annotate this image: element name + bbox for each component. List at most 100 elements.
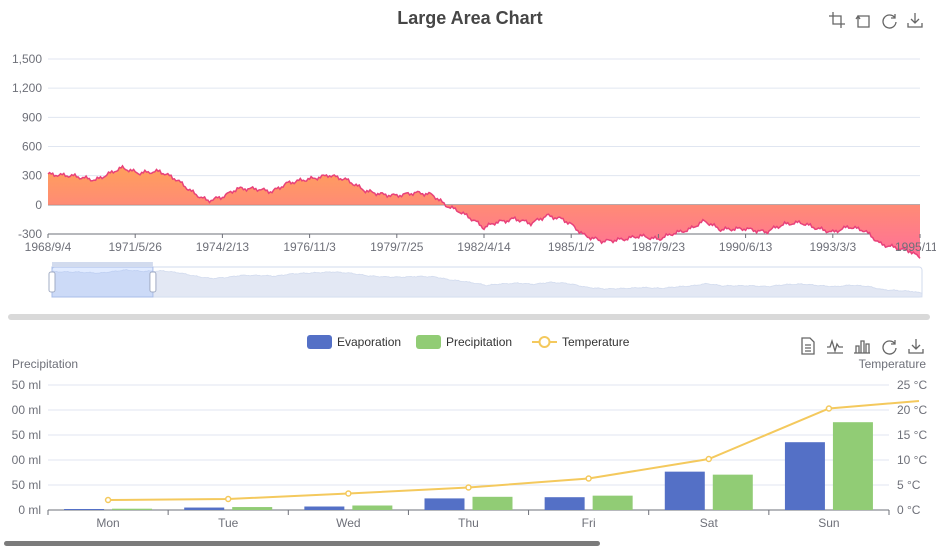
y-right-tick-label: 10 °C [897, 453, 927, 467]
top-y-axis: 1,500 1,200 900 600 300 0 -300 [12, 52, 42, 241]
x-tick-label: 1993/3/3 [809, 240, 856, 254]
y-left-tick-label: 00 ml [12, 403, 41, 417]
x-tick-label: 1971/5/26 [109, 240, 163, 254]
zoom-area-icon[interactable] [829, 12, 845, 28]
y-right-axis: 25 °C 20 °C 15 °C 10 °C 5 °C 0 °C [897, 378, 927, 517]
legend-swatch [416, 335, 441, 349]
bar-type-icon[interactable] [854, 340, 870, 354]
data-view-icon[interactable] [801, 337, 815, 355]
y-right-tick-label: 5 °C [897, 478, 921, 492]
bottom-toolbox [801, 337, 924, 355]
line-type-icon[interactable] [827, 338, 843, 354]
precipitation-bar [232, 507, 273, 510]
x-tick-label: 1976/11/3 [283, 240, 336, 254]
zoom-handle-left[interactable] [48, 271, 56, 293]
legend-label: Temperature [562, 335, 630, 349]
evaporation-bar [64, 509, 105, 510]
y-left-tick-label: 50 ml [12, 478, 41, 492]
top-x-axis: 1968/9/4 1971/5/26 1974/2/13 1976/11/3 1979/… [25, 234, 936, 254]
y-tick-label: 300 [22, 169, 42, 183]
temperature-point [345, 490, 352, 497]
precipitation-bar [352, 505, 393, 510]
area-fill [48, 165, 920, 259]
restore-icon[interactable] [882, 14, 897, 29]
x-category-label: Tue [218, 516, 239, 530]
y-right-axis-label: Temperature [859, 357, 927, 371]
evaporation-bar [784, 442, 825, 510]
x-category-label: Sun [818, 516, 839, 530]
x-category-label: Sat [700, 516, 719, 530]
x-tick-label: 1968/9/4 [25, 240, 72, 254]
precipitation-bar [832, 422, 873, 510]
y-left-axis: 50 ml 00 ml 50 ml 00 ml 50 ml 0 ml [12, 378, 41, 517]
x-tick-label: 1995/11/ [895, 240, 936, 254]
temperature-point [705, 455, 713, 463]
y-tick-label: 1,500 [12, 52, 42, 66]
y-right-tick-label: 0 °C [897, 503, 921, 517]
legend-label: Precipitation [446, 335, 512, 349]
x-tick-label: 1985/1/2 [548, 240, 595, 254]
zoom-move-handle[interactable] [52, 262, 153, 267]
y-right-tick-label: 15 °C [897, 428, 927, 442]
evaporation-bar [304, 506, 345, 510]
x-category-label: Mon [96, 516, 119, 530]
legend-item-precipitation[interactable]: Precipitation [416, 335, 512, 349]
temperature-point [465, 484, 472, 491]
y-left-tick-label: 50 ml [12, 428, 41, 442]
legend-swatch [307, 335, 332, 349]
y-right-tick-label: 20 °C [897, 403, 927, 417]
zoom-reset-icon[interactable] [855, 14, 870, 28]
large-area-chart: Large Area Chart 1,500 1,200 900 600 300 0 -30… [12, 8, 936, 298]
bar-series [64, 422, 873, 510]
y-left-tick-label: 0 ml [18, 503, 41, 517]
x-category-label: Wed [336, 516, 360, 530]
legend-item-temperature[interactable]: Temperature [532, 335, 630, 349]
y-left-tick-label: 50 ml [12, 378, 41, 392]
temperature-point [224, 495, 232, 503]
y-tick-label: -300 [18, 227, 42, 241]
precipitation-bar [472, 496, 513, 510]
evaporation-bar [184, 507, 225, 510]
bottom-grid [48, 384, 889, 511]
x-tick-label: 1974/2/13 [196, 240, 250, 254]
temperature-line [104, 400, 920, 504]
y-tick-label: 1,200 [12, 81, 42, 95]
y-tick-label: 600 [22, 140, 42, 154]
precipitation-bar [592, 495, 633, 510]
temperature-point [585, 475, 592, 482]
legend-item-evaporation[interactable]: Evaporation [307, 335, 401, 349]
area-series [47, 164, 921, 259]
precipitation-bar [112, 508, 153, 510]
x-tick-label: 1982/4/14 [457, 240, 511, 254]
temperature-point [825, 405, 833, 412]
restore-icon[interactable] [882, 340, 897, 355]
weather-mixed-chart: Evaporation Precipitation Temperature Prec… [12, 335, 927, 530]
y-left-tick-label: 00 ml [12, 453, 41, 467]
download-icon[interactable] [907, 13, 923, 28]
temperature-point [104, 496, 112, 504]
y-left-axis-label: Precipitation [12, 357, 78, 371]
evaporation-bar [664, 471, 705, 510]
legend: Evaporation Precipitation Temperature [307, 335, 630, 349]
top-toolbox [829, 12, 923, 29]
x-category-label: Thu [458, 516, 479, 530]
chart-title: Large Area Chart [397, 8, 542, 28]
download-icon[interactable] [908, 339, 924, 354]
y-tick-label: 900 [22, 110, 42, 124]
bottom-x-axis: Mon Tue Wed Thu Fri Sat Sun [47, 510, 890, 530]
legend-swatch-marker [538, 336, 551, 348]
y-right-tick-label: 25 °C [897, 378, 927, 392]
x-tick-label: 1990/6/13 [719, 240, 773, 254]
zoom-shadow [51, 269, 923, 298]
evaporation-bar [544, 497, 585, 510]
data-zoom-slider[interactable] [48, 262, 923, 298]
page-scrollbar[interactable] [4, 541, 600, 546]
x-tick-label: 1979/7/25 [370, 240, 424, 254]
zoom-handle-right[interactable] [149, 271, 157, 293]
top-scrollbar[interactable] [8, 314, 930, 320]
zoom-selection[interactable] [51, 266, 154, 298]
evaporation-bar [424, 498, 465, 510]
x-tick-label: 1987/9/23 [632, 240, 686, 254]
temperature-line-path [108, 400, 920, 501]
area-line [47, 164, 921, 259]
